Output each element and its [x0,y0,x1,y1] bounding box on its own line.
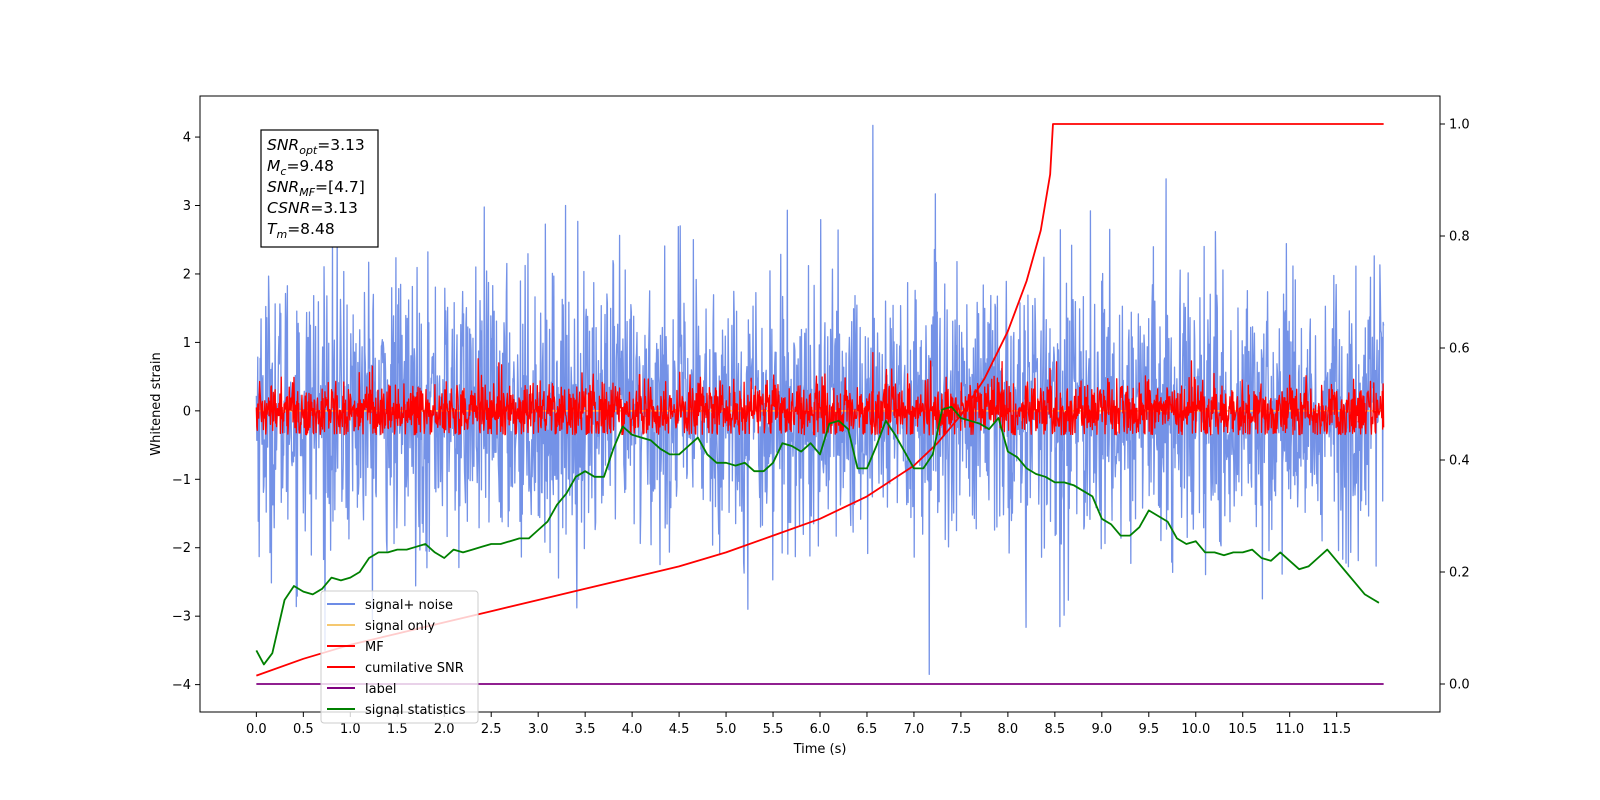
annotation-symbol: T [267,220,278,238]
x-tick-label: 9.0 [1091,722,1112,737]
annotation-value: =9.48 [286,157,334,175]
x-tick-label: 10.5 [1228,722,1257,737]
x-tick-label: 2.0 [434,722,455,737]
y2-tick-label: 0.8 [1449,230,1470,245]
annotation-line: SNRopt=3.13 [267,136,365,157]
legend-entry-label: signal+ noise [365,598,453,613]
x-tick-label: 3.5 [575,722,596,737]
x-tick-label: 0.5 [293,722,314,737]
x-tick-label: 5.0 [716,722,737,737]
legend-entry-label: MF [365,640,384,655]
annotation-subscript: MF [299,186,315,199]
x-axis-ticks: 0.0 0.5 1.0 1.5 2.0 2.5 3.0 3.5 4.0 4.5 5.0 5.5 6.0 6… [246,712,1351,737]
annotation-line: SNRMF=[4.7] [267,178,365,199]
x-tick-label: 5.5 [763,722,784,737]
annotation-symbol: SNR [267,178,299,196]
x-tick-label: 8.5 [1045,722,1066,737]
x-tick-label: 6.5 [857,722,878,737]
legend: signal+ noise signal only MF cumilative SNR… [320,590,479,724]
annotation-line: Mc=9.48 [267,157,334,178]
annotation-value: =3.13 [317,136,365,154]
series-line-mf [255,352,1385,436]
annotation-frame [260,129,379,248]
annotation-symbol: SNR [267,136,299,154]
y2-tick-label: 0.6 [1449,342,1470,357]
x-tick-label: 1.5 [387,722,408,737]
annotation-value: =3.13 [310,199,358,217]
annotation-subscript: c [280,165,286,178]
annotation-subscript: m [276,228,287,241]
y-tick-label: −4 [172,678,191,693]
legend-entry-label: cumilative SNR [365,661,464,676]
y2-tick-label: 0.4 [1449,454,1470,469]
annotation-subscript: opt [299,144,318,157]
y-tick-label: −1 [172,473,191,488]
annotation-line: CSNR=3.13 [267,199,358,217]
x-tick-label: 7.5 [951,722,972,737]
y-tick-label: 1 [183,336,191,351]
y-tick-label: 2 [183,267,191,282]
annotation-value: =[4.7] [315,178,365,196]
x-tick-label: 11.5 [1322,722,1351,737]
x-tick-label: 1.0 [340,722,361,737]
annotation-line: Tm=8.48 [267,220,335,241]
legend-frame [320,590,479,724]
y-tick-label: 3 [183,199,191,214]
y-axis-ticks: 4 3 2 1 0 −1 −2 −3 −4 [172,131,200,693]
annotation-symbol: CSNR [267,199,310,217]
x-tick-label: 8.0 [998,722,1019,737]
x-tick-label: 4.5 [669,722,690,737]
x-tick-label: 9.5 [1138,722,1159,737]
x-tick-label: 11.0 [1275,722,1304,737]
y2-tick-label: 0.0 [1449,678,1470,693]
y2-axis-ticks: 1.0 0.8 0.6 0.4 0.2 0.0 [1440,118,1470,693]
y2-tick-label: 1.0 [1449,118,1470,133]
legend-entry-label: signal statistics [365,703,466,718]
series-line-signal-statistics [255,405,1380,666]
y-axis-label: Whitened strain [149,352,164,455]
x-axis-label: Time (s) [793,742,847,757]
x-tick-label: 6.0 [810,722,831,737]
x-tick-label: 4.0 [622,722,643,737]
y-tick-label: 0 [183,404,191,419]
annotation-value: =8.48 [287,220,335,238]
y2-tick-label: 0.2 [1449,566,1470,581]
x-tick-label: 3.0 [528,722,549,737]
x-tick-label: 7.0 [904,722,925,737]
x-tick-label: 10.0 [1181,722,1210,737]
stats-annotation-box: SNRopt=3.13Mc=9.48SNRMF=[4.7]CSNR=3.13Tm… [260,129,379,248]
x-tick-label: 0.0 [246,722,267,737]
legend-entry-label: label [365,682,396,697]
legend-entry-label: signal only [365,619,435,634]
x-tick-label: 2.5 [481,722,502,737]
y-tick-label: −2 [172,541,191,556]
y-tick-label: −3 [172,610,191,625]
annotation-symbol: M [267,157,280,175]
y-tick-label: 4 [183,131,191,146]
